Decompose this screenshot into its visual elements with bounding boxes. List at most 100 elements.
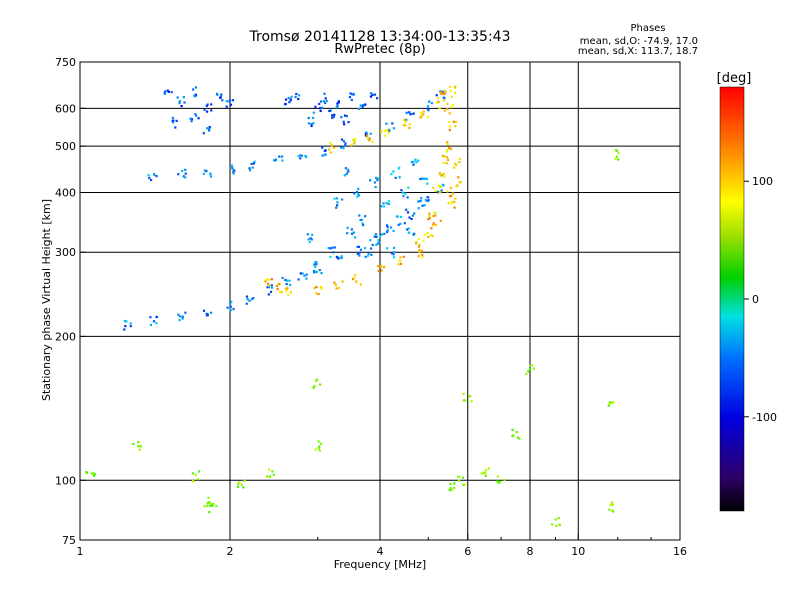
echo-point: [419, 178, 422, 181]
echo-point: [267, 284, 270, 287]
echo-point: [323, 92, 326, 95]
echo-point: [449, 89, 452, 93]
echo-point: [232, 308, 235, 311]
echo-point: [366, 137, 369, 140]
echo-point: [212, 502, 215, 505]
echo-point: [123, 319, 126, 323]
echo-point: [388, 200, 391, 203]
echo-point: [420, 197, 423, 200]
echo-point: [336, 256, 339, 260]
echo-point: [406, 228, 409, 231]
echo-point: [487, 467, 490, 470]
echo-point: [449, 487, 453, 490]
echo-point: [385, 202, 388, 205]
echo-point: [423, 204, 426, 207]
echo-point: [410, 112, 413, 116]
echo-point: [181, 170, 184, 173]
echo-point: [331, 246, 334, 249]
echo-point: [457, 475, 460, 478]
echo-point: [417, 200, 420, 203]
echo-point: [329, 151, 333, 154]
echo-point: [250, 162, 253, 165]
echo-point: [273, 159, 276, 162]
echo-point: [614, 149, 617, 152]
echo-point: [203, 169, 207, 172]
echo-point: [219, 95, 222, 98]
echo-point: [453, 482, 456, 485]
echo-point: [340, 116, 343, 119]
echo-point: [315, 286, 318, 289]
echo-point: [432, 186, 435, 190]
echo-point: [554, 518, 557, 521]
echo-point: [342, 147, 345, 150]
echo-point: [171, 119, 174, 122]
echo-point: [125, 320, 128, 323]
echo-point: [430, 227, 433, 230]
echo-point: [414, 158, 417, 161]
echo-point: [229, 103, 233, 106]
legend-line-o: mean, sd,O: -74.9, 17.0: [580, 36, 698, 47]
echo-point: [446, 141, 449, 144]
echo-point: [386, 229, 389, 232]
echo-point: [429, 234, 432, 237]
echo-point: [386, 226, 389, 229]
echo-point: [303, 274, 306, 277]
echo-point: [361, 105, 364, 108]
echo-point: [270, 286, 274, 289]
echo-point: [373, 93, 377, 96]
echo-point: [346, 232, 349, 235]
echo-point: [432, 215, 435, 218]
echo-point: [299, 157, 302, 160]
echo-point: [285, 290, 288, 293]
echo-point: [229, 305, 232, 308]
echo-point: [208, 510, 211, 514]
echo-point: [376, 97, 379, 100]
legend-title: Phases: [630, 23, 665, 34]
echo-point: [182, 175, 185, 178]
y-axis-label: Stationary phase Virtual Height [km]: [40, 199, 53, 401]
echo-point: [320, 285, 323, 289]
echo-point: [343, 174, 346, 177]
echo-point: [370, 253, 373, 256]
echo-point: [206, 504, 209, 507]
echo-point: [178, 319, 181, 322]
echo-point: [607, 404, 610, 407]
echo-point: [176, 96, 179, 99]
echo-point: [137, 441, 140, 444]
echo-point: [215, 504, 218, 508]
echo-point: [318, 269, 321, 272]
echo-point: [124, 325, 127, 328]
echo-point: [295, 92, 298, 96]
echo-point: [359, 104, 362, 107]
echo-point: [450, 202, 453, 205]
echo-point: [438, 173, 441, 176]
echo-point: [331, 114, 334, 117]
echo-point: [446, 190, 449, 193]
echo-point: [386, 247, 389, 250]
echo-point: [274, 159, 277, 162]
echo-point: [338, 286, 341, 290]
echo-point: [288, 101, 291, 104]
echo-point: [484, 469, 488, 472]
echo-point: [417, 245, 420, 248]
echo-point: [399, 262, 403, 265]
echo-point: [387, 131, 390, 134]
echo-point: [323, 149, 326, 152]
echo-point: [445, 162, 448, 165]
echo-point: [264, 280, 267, 283]
echo-point: [320, 100, 323, 103]
echo-point: [209, 504, 212, 507]
echo-point: [617, 158, 620, 161]
echo-point: [399, 215, 403, 218]
echo-point: [202, 132, 205, 135]
echo-point: [448, 489, 451, 492]
echo-point: [202, 309, 206, 312]
echo-point: [353, 276, 356, 279]
echo-point: [336, 204, 339, 207]
echo-point: [371, 93, 374, 97]
echo-point: [205, 104, 208, 107]
echo-point: [392, 229, 395, 233]
echo-point: [371, 140, 374, 143]
echo-point: [345, 115, 348, 118]
echo-point: [454, 197, 457, 200]
